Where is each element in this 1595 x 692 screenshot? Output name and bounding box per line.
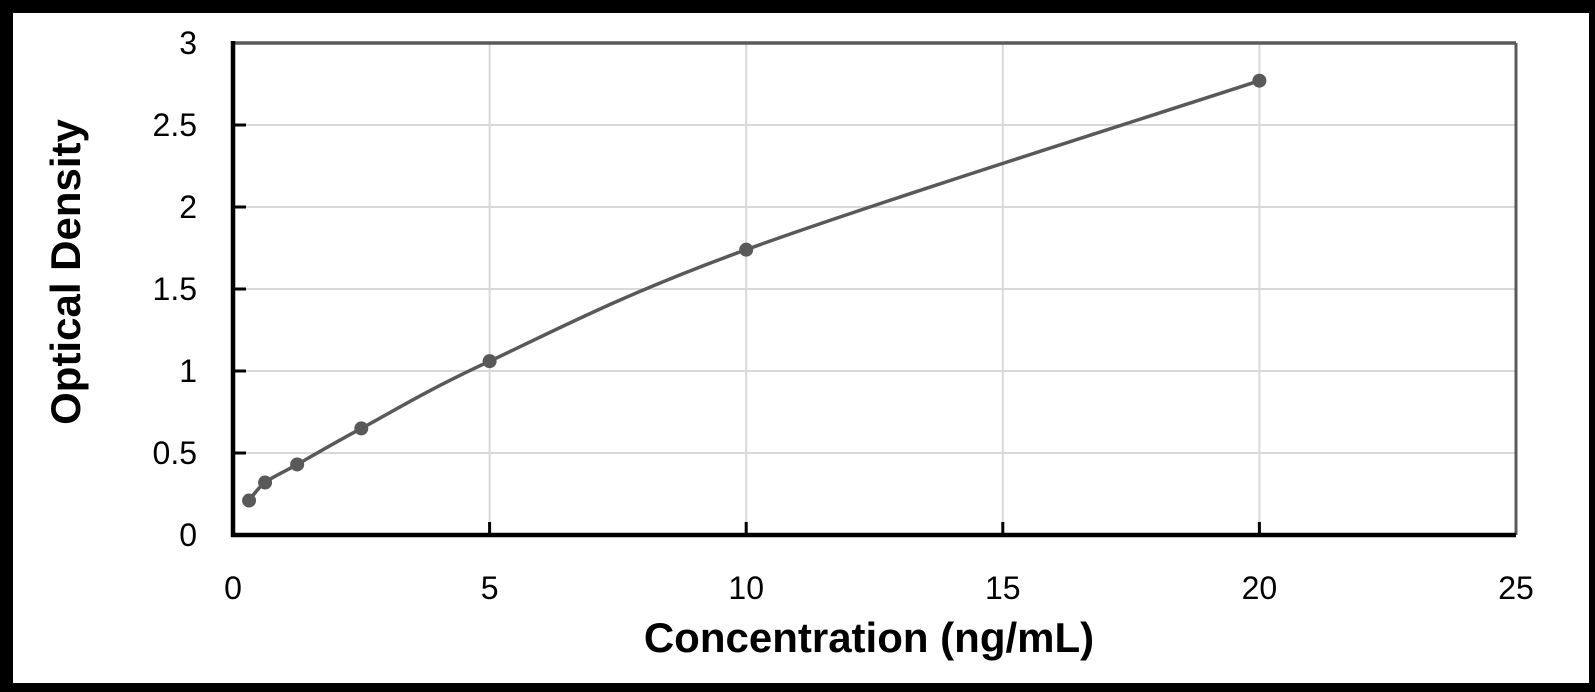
plot-border <box>230 41 1518 538</box>
y-tick-label: 3 <box>179 25 197 61</box>
x-tick-label: 5 <box>481 570 499 606</box>
data-point-marker <box>739 242 754 257</box>
series-line <box>247 79 1260 502</box>
y-tick-label: 2 <box>179 189 197 225</box>
y-tick-label: 2.5 <box>153 107 197 143</box>
tick-labels: 0 5 10 15 20 25 0 0.5 1 1.5 2 2.5 3 <box>153 25 1534 606</box>
x-tick-label: 15 <box>985 570 1021 606</box>
data-point-marker <box>258 475 273 490</box>
data-point-marker <box>290 457 305 472</box>
x-tick-label: 10 <box>728 570 764 606</box>
y-tick-label: 1 <box>179 353 197 389</box>
y-axis-title: Optical Density <box>42 118 89 424</box>
y-tick-label: 1.5 <box>153 271 197 307</box>
y-tick-label: 0.5 <box>153 435 197 471</box>
x-axis-title: Concentration (ng/mL) <box>644 614 1094 661</box>
data-point-marker <box>482 354 497 369</box>
x-tick-label: 25 <box>1498 570 1534 606</box>
data-point-marker <box>354 421 369 436</box>
data-point-marker <box>242 493 257 508</box>
data-point-marker <box>1252 73 1267 88</box>
x-tick-label: 20 <box>1242 570 1278 606</box>
data-series <box>242 73 1267 508</box>
gridlines <box>233 43 1516 535</box>
y-tick-label: 0 <box>179 517 197 553</box>
x-tick-label: 0 <box>224 570 242 606</box>
